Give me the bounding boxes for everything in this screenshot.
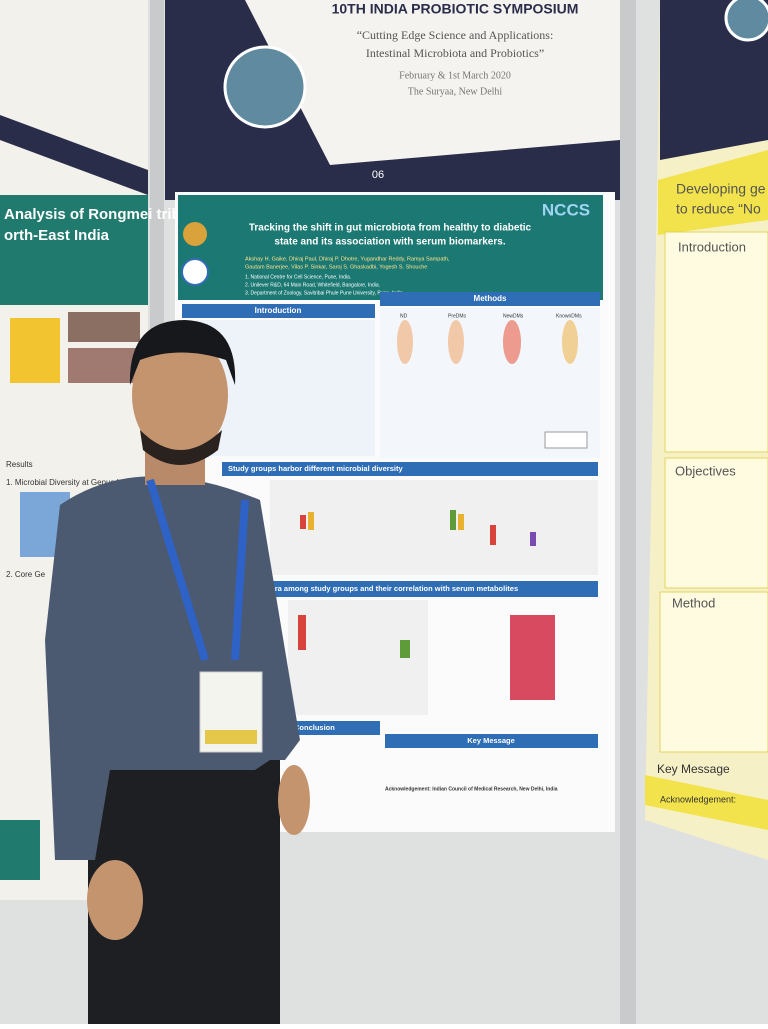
section-title: Key Message <box>657 762 730 776</box>
figure-bar <box>400 640 410 658</box>
section-bar <box>380 292 600 306</box>
section-title: Key Message <box>467 736 515 745</box>
body-figure <box>562 320 578 364</box>
affiliation: 1. National Centre for Cell Science, Pun… <box>245 274 351 280</box>
banner-subtitle: Intestinal Microbiota and Probiotics” <box>366 46 544 60</box>
footer <box>0 820 40 880</box>
section-title: Methods <box>474 294 507 303</box>
section-title: Objectives <box>675 463 736 478</box>
right-poster: Developing ge to reduce “No Introduction… <box>645 0 768 860</box>
section-title: Introduction <box>678 239 746 254</box>
hand <box>87 860 143 940</box>
figure-bar <box>458 514 464 530</box>
header <box>178 195 603 300</box>
figures <box>270 480 598 575</box>
panel-divider <box>620 0 636 1024</box>
heatmap <box>510 615 555 700</box>
device-logo <box>544 431 588 449</box>
body-figure <box>397 320 413 364</box>
affiliation: 3. Department of Zoology, Savitribai Phu… <box>245 290 404 296</box>
section-bar <box>222 462 598 476</box>
face <box>132 333 228 457</box>
banner-number: 06 <box>372 169 384 181</box>
banner-panel <box>245 0 620 165</box>
group-label: NewDMs <box>503 313 524 319</box>
logo <box>181 258 209 286</box>
group-label: KnownDMs <box>556 313 582 319</box>
section-bar <box>385 734 598 748</box>
beard <box>140 430 222 465</box>
title: to reduce “No <box>676 201 761 217</box>
photo-thumb <box>68 348 140 383</box>
title: Developing ge <box>676 181 766 197</box>
band <box>0 115 148 195</box>
authors: Akshay H. Gaike, Dhiraj Paul, Dhiraj P. … <box>245 256 450 262</box>
section-title: Study groups harbor different microbial … <box>228 464 403 473</box>
acknowledgement: Acknowledgement: Indian Council of Medic… <box>385 786 558 792</box>
section: Results <box>6 460 33 469</box>
shirt <box>45 476 300 860</box>
banner-date: February & 1st March 2020 <box>399 70 511 81</box>
body-figure <box>503 320 521 364</box>
title-band <box>0 195 148 305</box>
title: orth-East India <box>4 227 110 244</box>
section: Methodology <box>4 291 56 301</box>
group-label: ND <box>400 313 408 319</box>
section-title: Introduction <box>255 306 302 315</box>
authors: Gautam Banerjee, Vilas P. Sinkar, Saroj … <box>245 264 427 270</box>
microbe-image <box>223 45 307 129</box>
section-bar <box>290 721 380 735</box>
section: 1. Microbial Diversity at Genus Level <box>6 478 136 487</box>
figure-bar <box>300 515 306 529</box>
section-title: Method <box>672 595 715 610</box>
figure-bar <box>298 615 306 650</box>
body-figure <box>448 320 464 364</box>
footer <box>645 775 768 830</box>
box <box>659 591 768 753</box>
microbe-image <box>724 0 768 42</box>
figure-bar <box>530 532 536 546</box>
photo-thumb <box>68 312 140 342</box>
logo <box>183 222 207 246</box>
person <box>45 320 310 1024</box>
section-bar <box>262 581 598 597</box>
affiliation: 2. Unilever R&D, 64 Main Road, Whitefiel… <box>245 282 380 288</box>
badge-strip <box>205 730 257 744</box>
hand <box>278 765 310 835</box>
group-label: PreDMs <box>448 313 467 319</box>
banner-title: 10TH INDIA PROBIOTIC SYMPOSIUM <box>332 1 579 17</box>
section-title: nera among study groups and their correl… <box>266 584 518 593</box>
banner-subtitle: “Cutting Edge Science and Applications: <box>357 28 554 42</box>
banner-venue: The Suryaa, New Delhi <box>408 86 503 97</box>
lanyard <box>146 478 249 662</box>
poster-title: state and its association with serum bio… <box>274 237 505 248</box>
section: 2. Core Ge <box>6 570 46 579</box>
title: Analysis of Rongmei tribal <box>4 206 193 223</box>
hair <box>129 320 236 385</box>
figure-bar <box>490 525 496 545</box>
logo-text: NCCS <box>542 200 590 219</box>
acknowledgement: Acknowledgement: <box>660 794 736 804</box>
map <box>10 318 60 383</box>
banner: 10TH INDIA PROBIOTIC SYMPOSIUM “Cutting … <box>165 0 620 200</box>
figure-bar <box>450 510 456 530</box>
box <box>664 231 768 453</box>
section-bar <box>182 304 375 318</box>
title-band <box>658 150 768 235</box>
figure-bar <box>308 512 314 530</box>
section-title: Conclusion <box>294 723 335 732</box>
box <box>664 457 768 589</box>
poster-title: Tracking the shift in gut microbiota fro… <box>249 223 532 234</box>
